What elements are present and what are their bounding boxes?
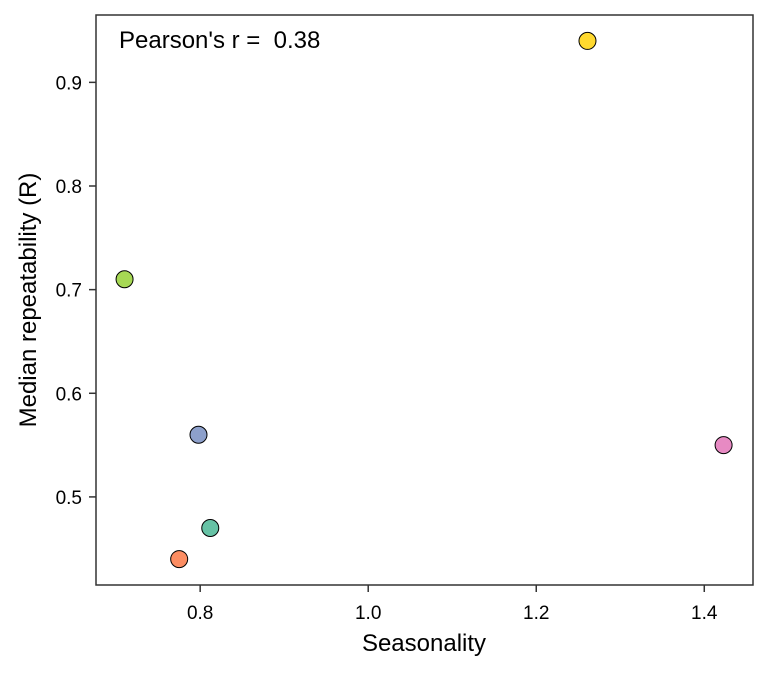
x-axis: 0.8 1.0 1.2 1.4 — [187, 585, 718, 624]
y-axis: 0.5 0.6 0.7 0.8 0.9 — [56, 73, 96, 509]
y-axis-label: Median repeatability (R) — [15, 173, 42, 428]
y-tick-label: 0.8 — [56, 177, 82, 198]
y-tick-label: 0.6 — [56, 384, 82, 405]
data-point — [578, 31, 597, 50]
plot-panel — [95, 14, 754, 586]
data-point — [170, 550, 189, 569]
y-tick-label: 0.7 — [56, 281, 82, 302]
data-points — [115, 31, 733, 569]
pearson-annotation: Pearson's r = 0.38 — [119, 27, 320, 54]
data-point — [201, 519, 220, 537]
data-point — [189, 425, 208, 444]
x-tick-label: 0.8 — [187, 603, 213, 624]
x-axis-label: Seasonality — [362, 630, 486, 657]
data-point — [115, 270, 134, 289]
x-tick-label: 1.4 — [691, 603, 718, 624]
x-tick-label: 1.2 — [523, 603, 549, 624]
data-point — [714, 436, 733, 455]
y-tick-label: 0.9 — [56, 73, 82, 94]
y-tick-label: 0.5 — [56, 488, 82, 509]
x-tick-label: 1.0 — [355, 603, 381, 624]
